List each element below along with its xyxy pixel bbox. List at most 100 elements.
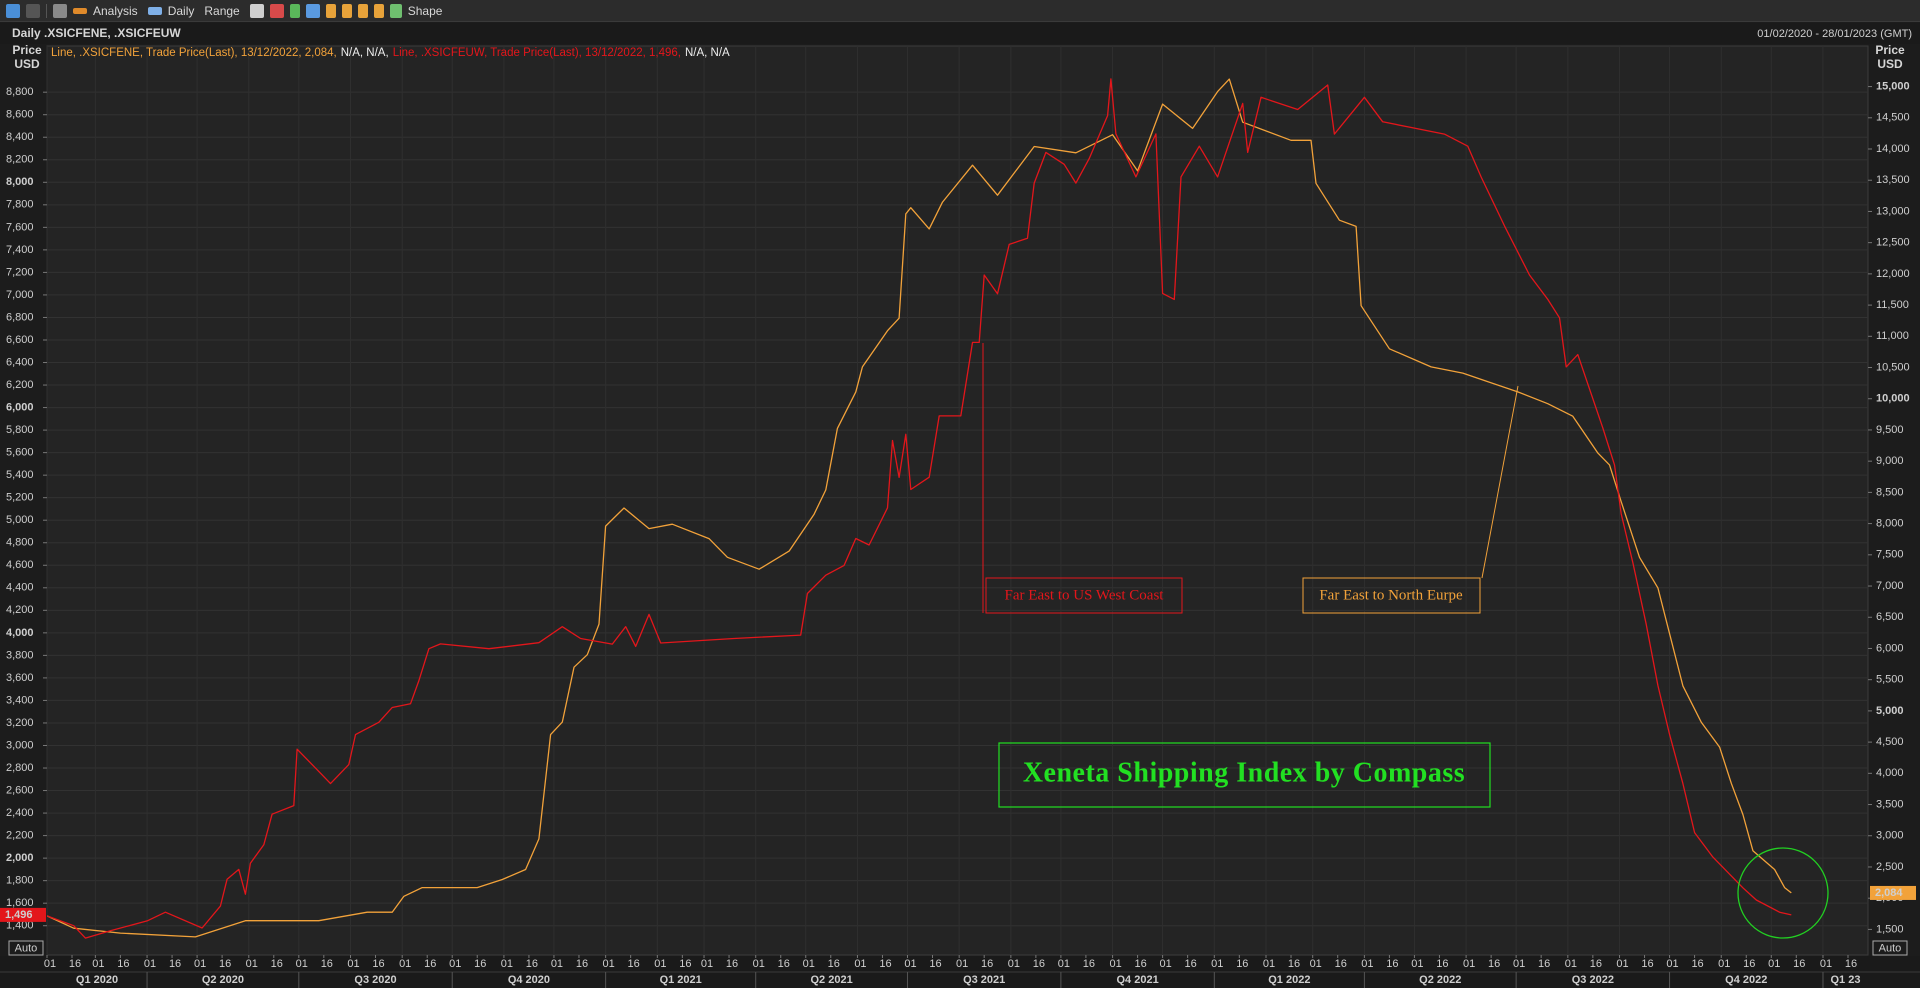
x-tick-label: 16 [1488, 958, 1500, 970]
quarter-label: Q1 2022 [1268, 974, 1310, 986]
zoom-icon[interactable] [305, 3, 320, 18]
x-tick-label: 01 [144, 958, 156, 970]
fit-icon[interactable] [373, 3, 384, 18]
y2-tick-label: 4,000 [1876, 767, 1904, 779]
legend-entry: Line, .XSICFENE, Trade Price(Last), 13/1… [51, 47, 337, 59]
x-tick-label: 01 [1008, 958, 1020, 970]
grid [46, 46, 1868, 955]
quarter-label: Q1 2021 [660, 974, 702, 986]
y2-tick-label: 1,500 [1876, 923, 1904, 935]
x-tick-label: 16 [679, 958, 691, 970]
y-tick-label: 3,600 [6, 672, 34, 684]
shape-icon[interactable] [389, 3, 402, 18]
y2-tick-label: 14,000 [1876, 143, 1910, 155]
x-tick-label: 01 [1411, 958, 1423, 970]
auto-button-label[interactable]: Auto [1879, 942, 1902, 954]
scroll-icon[interactable] [341, 3, 352, 18]
legend-entry: Line, .XSICFEUW, Trade Price(Last), 13/1… [393, 47, 681, 59]
analysis-icon[interactable] [73, 7, 87, 14]
scroll-icon[interactable] [325, 3, 336, 18]
y2-tick-label: 7,000 [1876, 580, 1904, 592]
y-tick-label: 6,400 [6, 356, 34, 368]
crosshair-icon[interactable] [289, 3, 300, 18]
y2-tick-label: 11,500 [1876, 299, 1909, 311]
y-tick-label: 3,000 [6, 739, 34, 751]
y-tick-label: 3,400 [6, 694, 34, 706]
y-tick-label: 1,400 [6, 920, 34, 932]
last-value-badge [1870, 885, 1916, 900]
x-tick-label: 16 [726, 958, 738, 970]
y2-tick-label: 5,500 [1876, 674, 1904, 686]
watermark-box [998, 742, 1491, 808]
y2-tick-label: 12,500 [1876, 237, 1910, 249]
x-tick-label: 16 [1236, 958, 1248, 970]
y-tick-label: 1,600 [6, 897, 34, 909]
y-tick-label: 4,400 [6, 582, 34, 594]
auto-button[interactable] [1872, 940, 1908, 956]
series-lines [47, 78, 1792, 939]
y2-tick-label: 14,500 [1876, 112, 1910, 124]
y-tick-label: 7,800 [6, 199, 34, 211]
quarter-label: Q3 2020 [354, 974, 396, 986]
y-axis-title: USD [14, 57, 40, 71]
toolbar-button[interactable]: Daily [167, 3, 195, 18]
redo-icon[interactable] [26, 3, 40, 18]
x-tick-label: 16 [929, 958, 941, 970]
x-tick-label: 01 [1718, 958, 1730, 970]
y2-tick-label: 15,000 [1876, 80, 1910, 92]
y2-tick-label: 8,500 [1876, 486, 1904, 498]
y-tick-label: 7,000 [6, 289, 34, 301]
y-tick-label: 4,200 [6, 604, 34, 616]
x-tick-label: 01 [1513, 958, 1525, 970]
x-tick-label: 16 [169, 958, 181, 970]
date-range: 01/02/2020 - 28/01/2023 (GMT) [1757, 28, 1912, 40]
x-tick-label: 16 [828, 958, 840, 970]
y-tick-label: 8,200 [6, 154, 34, 166]
quarter-label: Q3 2022 [1572, 974, 1614, 986]
x-tick-label: 16 [1288, 958, 1300, 970]
y-tick-label: 4,800 [6, 537, 34, 549]
quarter-label: Q2 2022 [1419, 974, 1461, 986]
folder-icon[interactable] [53, 3, 67, 18]
x-tick-label: 01 [1211, 958, 1223, 970]
x-tick-label: 16 [981, 958, 993, 970]
auto-button[interactable] [8, 940, 44, 956]
toolbar-button[interactable]: Shape [407, 3, 443, 18]
annotation-box [1302, 577, 1481, 614]
x-tick-label: 01 [1361, 958, 1373, 970]
y-tick-label: 7,200 [6, 266, 34, 278]
x-tick-label: 01 [1616, 958, 1628, 970]
x-tick-label: 16 [1436, 958, 1448, 970]
y-tick-label: 3,200 [6, 717, 34, 729]
quarter-label: Q4 2021 [1116, 974, 1158, 986]
x-tick-label: 01 [1463, 958, 1475, 970]
undo-icon[interactable] [6, 3, 20, 18]
interval-icon[interactable] [147, 6, 162, 15]
last-value-label: 2,084 [1875, 887, 1903, 899]
last-value-label: 1,496 [5, 909, 33, 921]
y-tick-label: 8,400 [6, 131, 34, 143]
toolbar-button[interactable]: Range [204, 3, 240, 18]
x-tick-label: 16 [1641, 958, 1653, 970]
chart-icon[interactable] [269, 3, 284, 18]
toolbar-button[interactable]: Analysis [93, 3, 138, 18]
x-tick-label: 01 [956, 958, 968, 970]
y2-tick-label: 6,000 [1876, 642, 1904, 654]
chart-icon[interactable] [249, 3, 264, 18]
x-tick-label: 01 [194, 958, 206, 970]
y-tick-label: 2,800 [6, 762, 34, 774]
x-tick-label: 01 [1159, 958, 1171, 970]
fit-icon[interactable] [357, 3, 368, 18]
y-tick-label: 5,000 [6, 514, 34, 526]
x-tick-label: 16 [117, 958, 129, 970]
y-axis-title: Price [12, 43, 42, 57]
y2-tick-label: 13,500 [1876, 174, 1910, 186]
separator [46, 3, 47, 18]
highlight-circle [1737, 847, 1829, 939]
x-tick-label: 16 [1538, 958, 1550, 970]
x-tick-label: 01 [246, 958, 258, 970]
x-tick-label: 01 [44, 958, 56, 970]
auto-button-label[interactable]: Auto [15, 942, 38, 954]
y-tick-label: 7,600 [6, 221, 34, 233]
